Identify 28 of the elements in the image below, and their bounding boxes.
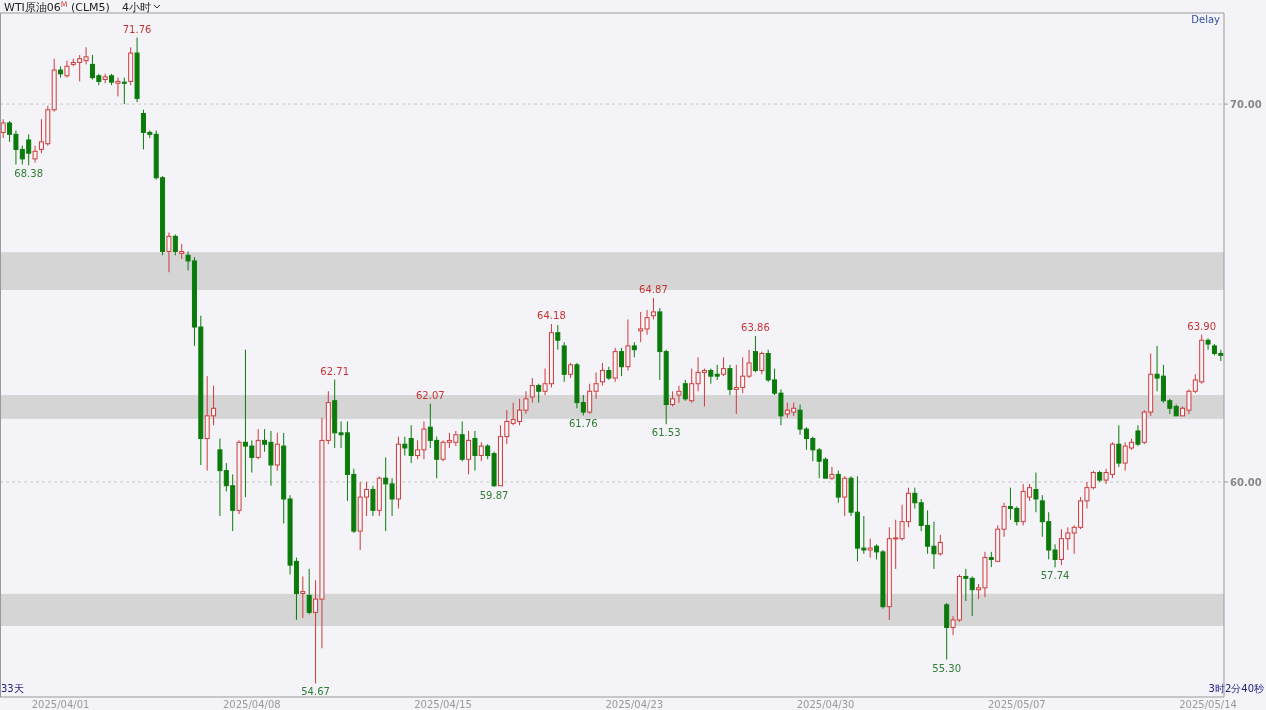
x-tick-label: 2025/05/07 [987,699,1046,710]
x-tick-label: 2025/04/01 [31,699,90,710]
annotation: 68.38 [14,168,44,180]
x-tick-label: 2025/05/14 [1179,699,1237,710]
y-tick-label: 70.00 [1230,99,1262,111]
x-tick-label: 2025/04/30 [796,699,855,710]
annotation: 64.87 [639,283,668,295]
annotation: 63.90 [1187,320,1217,332]
x-tick-label: 2025/04/08 [222,699,281,710]
x-tick-label: 2025/04/15 [414,699,472,710]
annotation: 62.07 [415,389,445,401]
chart-subtitle: 4小时 [121,1,151,14]
annotation: 61.76 [568,418,598,430]
annotation: 63.86 [741,322,770,334]
x-tick-label: 2025/04/23 [605,699,664,710]
annotation: 64.18 [537,310,566,322]
annotation: 62.71 [320,365,350,377]
annotation: 57.74 [1040,570,1070,582]
annotation: 54.67 [301,686,330,698]
chart-title: WTI原油06$^{M}$ (CLM5) [4,0,110,14]
annotation: 59.87 [479,489,509,501]
annotation: 61.53 [651,427,681,439]
annotation: 55.30 [932,662,962,674]
annotation: Delay [1191,14,1221,25]
y-tick-label: 60.00 [1230,476,1262,488]
annotation: 33天 [1,683,24,694]
annotation: 3时2分40秒 [1208,683,1264,694]
annotation: 71.76 [122,23,152,35]
